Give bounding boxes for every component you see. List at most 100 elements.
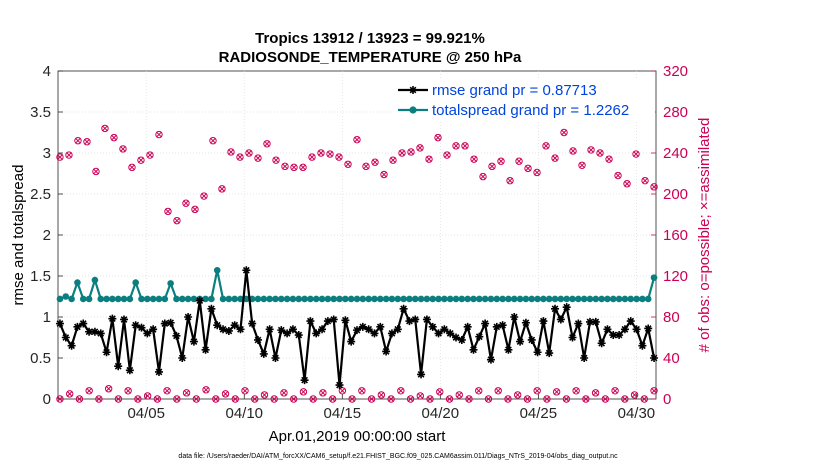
rmse-point bbox=[521, 318, 530, 327]
obs-possible-point bbox=[65, 390, 74, 398]
obs-possible-point bbox=[623, 180, 631, 188]
totalspread-point bbox=[621, 295, 629, 303]
obs-possible-point bbox=[569, 147, 577, 155]
obs-assimilated-point bbox=[309, 154, 315, 161]
obs-possible-point bbox=[241, 387, 249, 395]
rmse-point bbox=[224, 326, 233, 335]
obs-assimilated-point bbox=[498, 158, 504, 165]
rmse-point bbox=[172, 331, 181, 340]
totalspread-point bbox=[225, 295, 233, 303]
obs-possible-point bbox=[461, 142, 469, 150]
obs-possible-point bbox=[443, 151, 451, 159]
obs-possible-point bbox=[124, 387, 132, 395]
totalspread-point bbox=[429, 295, 437, 303]
rmse-point bbox=[271, 354, 280, 362]
obs-possible-point bbox=[128, 163, 136, 172]
obs-assimilated-point bbox=[480, 173, 486, 180]
totalspread-point bbox=[324, 295, 332, 303]
obs-possible-point bbox=[572, 387, 580, 395]
y-left-tick-label: 3.5 bbox=[30, 104, 51, 121]
obs-possible-point bbox=[119, 145, 127, 153]
y-right-tick-label: 40 bbox=[663, 350, 680, 367]
rmse-point bbox=[516, 337, 525, 346]
obs-possible-point bbox=[56, 395, 64, 403]
totalspread-point bbox=[650, 274, 658, 281]
rmse-point bbox=[492, 322, 501, 331]
y-right-tick-labels: 0 40 80 120 160 200 240 280 320 bbox=[663, 63, 688, 408]
obs-assimilated-point bbox=[210, 137, 216, 144]
obs-possible-point bbox=[270, 395, 278, 403]
obs-assimilated-point bbox=[612, 387, 619, 394]
obs-possible-point bbox=[245, 149, 253, 157]
obs-possible-point bbox=[533, 168, 541, 177]
rmse-point bbox=[195, 296, 204, 305]
totalspread-point bbox=[347, 295, 355, 303]
obs-possible-point bbox=[309, 395, 317, 403]
totalspread-point bbox=[569, 295, 576, 303]
obs-possible-point bbox=[601, 395, 610, 403]
obs-possible-point bbox=[591, 389, 600, 397]
obs-assimilated-point bbox=[621, 396, 628, 402]
obs-assimilated-point bbox=[57, 396, 63, 402]
obs-possible-point bbox=[515, 157, 523, 165]
x-tick-label: 04/10 bbox=[225, 405, 263, 422]
obs-assimilated-point bbox=[271, 396, 278, 402]
obs-assimilated-point bbox=[183, 200, 189, 207]
rmse-point bbox=[178, 354, 187, 362]
obs-possible-point bbox=[397, 387, 405, 395]
totalspread-point bbox=[493, 295, 501, 303]
obs-assimilated-point bbox=[368, 396, 375, 402]
rmse-point bbox=[632, 325, 641, 334]
obs-possible-point bbox=[632, 150, 640, 158]
obs-possible-point bbox=[299, 388, 308, 396]
obs-assimilated-point bbox=[173, 396, 180, 402]
obs-possible-point bbox=[260, 391, 269, 399]
rmse-point bbox=[166, 318, 175, 327]
obs-assimilated-point bbox=[485, 396, 492, 402]
obs-assimilated-point bbox=[427, 396, 433, 402]
obs-possible-point bbox=[582, 395, 590, 403]
obs-assimilated-point bbox=[111, 134, 117, 141]
obs-possible-point bbox=[407, 148, 415, 156]
obs-possible-point bbox=[640, 395, 649, 403]
totalspread-point bbox=[371, 295, 378, 303]
totalspread-point bbox=[505, 295, 512, 303]
rmse-point bbox=[638, 341, 647, 350]
obs-possible-point bbox=[436, 388, 444, 396]
obs-assimilated-point bbox=[282, 163, 288, 170]
y-right-tick-label: 0 bbox=[663, 391, 671, 408]
obs-assimilated-point bbox=[164, 387, 171, 394]
rmse-point bbox=[609, 331, 618, 340]
rmse-point bbox=[428, 322, 437, 331]
obs-possible-point bbox=[614, 171, 622, 180]
obs-assimilated-point bbox=[345, 161, 351, 168]
obs-possible-point bbox=[560, 128, 568, 137]
rmse-point bbox=[545, 349, 554, 358]
obs-possible-point bbox=[504, 395, 512, 403]
totalspread-point bbox=[68, 295, 75, 303]
totalspread-point bbox=[62, 293, 70, 300]
totalspread-point bbox=[441, 295, 448, 303]
y-left-tick-label: 4 bbox=[43, 63, 51, 80]
totalspread-point bbox=[598, 295, 605, 303]
totalspread-point bbox=[487, 295, 495, 303]
totalspread-point bbox=[563, 295, 570, 303]
obs-assimilated-point bbox=[642, 177, 648, 184]
obs-assimilated-point bbox=[329, 396, 336, 402]
obs-possible-point bbox=[143, 392, 152, 400]
rmse-point bbox=[644, 324, 653, 333]
y-right-tick-label: 120 bbox=[663, 268, 688, 285]
totalspread-point bbox=[464, 295, 471, 303]
totalspread-point bbox=[260, 295, 268, 303]
totalspread-point bbox=[155, 295, 163, 303]
rmse-point bbox=[213, 321, 222, 330]
totalspread-point bbox=[586, 295, 594, 303]
obs-possible-point bbox=[280, 389, 288, 397]
obs-assimilated-point bbox=[507, 177, 513, 184]
obs-possible-point bbox=[290, 163, 298, 172]
rmse-point bbox=[242, 266, 251, 275]
rmse-point bbox=[341, 316, 350, 325]
obs-assimilated-point bbox=[426, 156, 432, 163]
obs-possible-point bbox=[484, 395, 493, 403]
obs-possible-point bbox=[155, 130, 163, 139]
